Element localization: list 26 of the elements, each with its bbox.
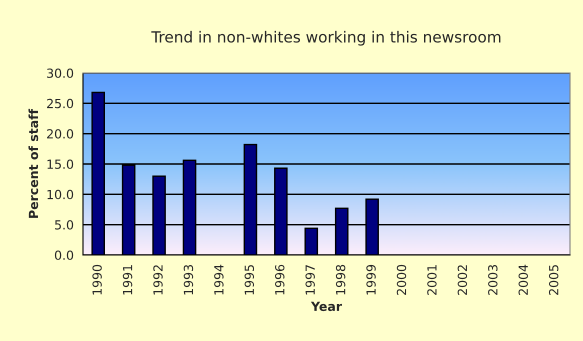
x-axis-title: Year [310, 302, 342, 312]
y-tick-label: 5.0 [55, 220, 74, 230]
chart-title: Trend in non-whites working in this newsroom [151, 30, 500, 46]
x-tick-label: 1996 [275, 264, 284, 294]
x-tick-label: 2000 [396, 264, 406, 295]
x-tick-label: 2005 [548, 265, 558, 295]
x-tick-label: 1995 [244, 265, 254, 294]
y-tick-label: 25.0 [47, 98, 74, 108]
y-tick-label: 0.0 [54, 250, 74, 260]
x-tick-label: 1991 [122, 265, 132, 294]
x-tick-label: 1994 [214, 264, 224, 294]
x-tick-label: 1990 [92, 264, 102, 294]
x-tick-label: 1992 [153, 265, 163, 294]
x-tick-label: 2002 [458, 265, 468, 295]
y-tick-label: 30.0 [47, 68, 74, 78]
y-tick-label: 20.0 [47, 129, 74, 139]
x-tick-label: 1999 [366, 264, 376, 294]
x-tick-label: 1998 [336, 264, 346, 294]
x-tick-label: 2001 [427, 265, 437, 295]
y-axis-title: Percent of staff [28, 108, 38, 218]
x-tick-label: 2004 [518, 264, 528, 295]
y-tick-label: 15.0 [48, 159, 74, 169]
x-tick-label: 1997 [305, 265, 315, 294]
x-tick-label: 2003 [488, 265, 498, 295]
y-tick-label: 10.0 [48, 190, 74, 200]
x-tick-label: 1993 [184, 265, 194, 294]
